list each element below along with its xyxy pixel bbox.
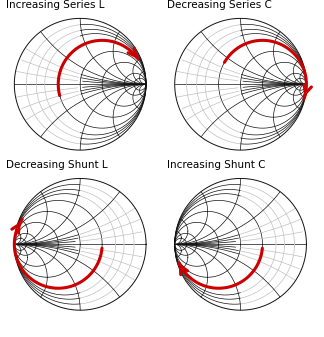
Text: Increasing Series L: Increasing Series L	[6, 0, 105, 10]
Text: Decreasing Series C: Decreasing Series C	[167, 0, 272, 10]
Text: Increasing Shunt C: Increasing Shunt C	[167, 160, 265, 170]
Text: Decreasing Shunt L: Decreasing Shunt L	[6, 160, 108, 170]
